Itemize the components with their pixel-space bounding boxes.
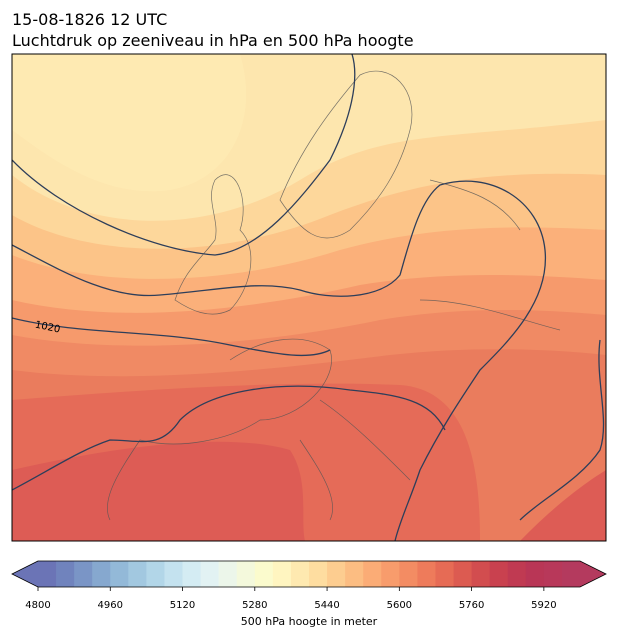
colorbar-tick-label: 5120 [170,600,195,611]
colorbar-tick-label: 5760 [459,600,484,611]
map-frame [11,53,607,542]
colorbar-segment [56,561,75,587]
colorbar-segment [327,561,346,587]
colorbar-segment [417,561,436,587]
colorbar-segment [561,561,581,587]
colorbar-segment [471,561,491,587]
map: 1020 [12,54,606,541]
colorbar-segment [290,561,310,587]
colorbar-segment [218,561,238,587]
colorbar-segment [200,561,220,587]
colorbar-segment [272,561,292,587]
colorbar-segment [164,561,184,587]
colorbar-tick-label: 4960 [98,600,123,611]
title: 15-08-1826 12 UTC [12,10,167,29]
colorbar-segment [92,561,111,587]
colorbar-segment [182,561,202,587]
colorbar-segment [146,561,165,587]
contour-label: 1020 [34,320,61,336]
colorbar-segment [525,561,545,587]
colorbar-segment [453,561,473,587]
colorbar-segment [236,561,256,587]
colorbar-extension [580,561,606,587]
subtitle: Luchtdruk op zeeniveau in hPa en 500 hPa… [12,31,414,50]
colorbar-label: 500 hPa hoogte in meter [241,615,378,628]
colorbar-segment [381,561,400,587]
colorbar-segment [128,561,147,587]
colorbar-tick-label: 5920 [531,600,556,611]
colorbar-segment [345,561,364,587]
colorbar-segment [489,561,509,587]
colorbar-outline [11,560,607,588]
colorbar-segment [507,561,527,587]
colorbar-segment [309,561,328,587]
colorbar-segment [543,561,563,587]
colorbar-tick-label: 5600 [387,600,412,611]
colorbar-segment [110,561,129,587]
colorbar-segment [435,561,455,587]
colorbar-extension [12,561,38,587]
colorbar-segment [363,561,382,587]
colorbar-tick-label: 5440 [314,600,339,611]
colorbar-tick-label: 4800 [25,600,50,611]
colorbar-tick-label: 5280 [242,600,267,611]
colorbar-segment [399,561,418,587]
colorbar-segment [38,561,57,587]
colorbar-segment [74,561,93,587]
colorbar-segment [254,561,274,587]
